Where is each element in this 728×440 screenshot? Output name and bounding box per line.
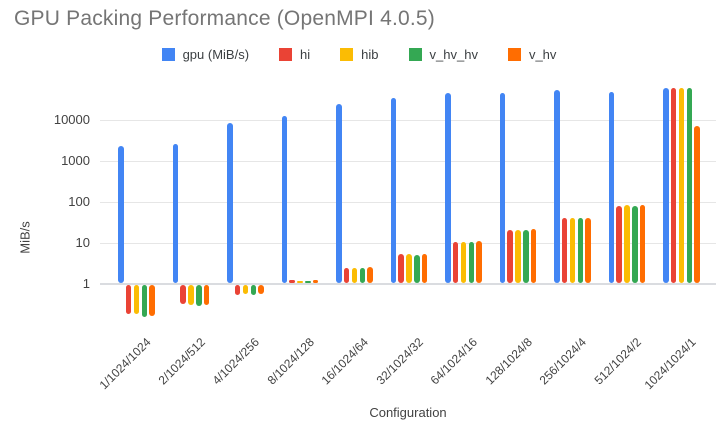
bar-hib[interactable] [133, 285, 140, 314]
x-tick-label: 128/1024/8 [482, 335, 535, 388]
chart-title: GPU Packing Performance (OpenMPI 4.0.5) [14, 7, 435, 30]
bar-v-hv[interactable] [421, 254, 428, 283]
bar-hi[interactable] [616, 205, 622, 283]
legend-label: hi [300, 47, 311, 62]
x-tick-label: 4/1024/256 [210, 335, 263, 388]
bar-v-hv[interactable] [258, 285, 264, 295]
bar-v-hv[interactable] [585, 217, 591, 283]
bar-hi[interactable] [398, 253, 404, 283]
bar-v-hv-hv[interactable] [305, 280, 311, 283]
y-axis-title: MiB/s [17, 221, 33, 254]
x-tick-label: 8/1024/128 [264, 335, 317, 388]
bar-hi[interactable] [507, 229, 513, 283]
gridline [100, 283, 716, 285]
x-tick-label: 64/1024/16 [428, 335, 481, 388]
gridline [100, 161, 716, 162]
y-tick-label: 10000 [53, 112, 90, 127]
bar-gpu-mib-s-[interactable] [554, 90, 560, 283]
legend-swatch [161, 48, 175, 61]
gridline [100, 243, 716, 244]
bar-gpu-mib-s-[interactable] [445, 93, 451, 283]
bar-hib[interactable] [569, 217, 576, 283]
x-tick-label: 32/1024/32 [373, 335, 426, 388]
bar-gpu-mib-s-[interactable] [608, 91, 615, 283]
bar-v-hv-hv[interactable] [632, 205, 638, 283]
bar-hib[interactable] [351, 268, 358, 283]
bar-gpu-mib-s-[interactable] [390, 98, 397, 283]
bar-v-hv[interactable] [312, 279, 319, 283]
legend-item-v-hv[interactable]: v_hv [507, 47, 557, 62]
y-tick-label: 1 [82, 276, 90, 291]
legend-item-hib[interactable]: hib [340, 47, 379, 62]
bar-hib[interactable] [460, 242, 467, 283]
bar-hi[interactable] [561, 218, 568, 283]
bar-gpu-mib-s-[interactable] [663, 88, 669, 283]
bar-hi[interactable] [234, 285, 241, 295]
bar-gpu-mib-s-[interactable] [336, 104, 342, 283]
bar-hi[interactable] [180, 285, 186, 305]
bar-v-hv-hv[interactable] [141, 285, 148, 317]
legend-swatch [408, 48, 422, 61]
bar-v-hv-hv[interactable] [196, 285, 202, 306]
bar-gpu-mib-s-[interactable] [499, 92, 506, 283]
legend-label: v_hv [528, 47, 557, 62]
bar-v-hv-hv[interactable] [359, 268, 366, 283]
bar-v-hv[interactable] [530, 228, 537, 283]
bar-hib[interactable] [188, 285, 194, 306]
legend-item-hi[interactable]: hi [279, 47, 310, 62]
bar-hib[interactable] [242, 285, 249, 294]
legend: gpu (MiB/s) hi hib v_hv_hv v_hv [0, 47, 718, 62]
bar-v-hv-hv[interactable] [414, 254, 420, 283]
x-tick-label: 512/1024/2 [591, 335, 644, 388]
x-tick-label: 2/1024/512 [155, 335, 208, 388]
bar-gpu-mib-s-[interactable] [281, 115, 288, 283]
bar-hi[interactable] [452, 241, 459, 283]
bar-v-hv-hv[interactable] [686, 87, 693, 283]
y-tick-label: 10 [75, 235, 90, 250]
bar-gpu-mib-s-[interactable] [172, 143, 179, 283]
legend-label: v_hv_hv [429, 47, 478, 62]
legend-item-gpu-mib-s-[interactable]: gpu (MiB/s) [161, 47, 250, 62]
bar-hib[interactable] [678, 88, 685, 283]
legend-label: gpu (MiB/s) [182, 47, 250, 62]
bar-hi[interactable] [125, 285, 132, 314]
x-axis-title: Configuration [369, 405, 447, 420]
bar-hi[interactable] [670, 87, 677, 283]
x-tick-label: 1024/1024/1 [641, 335, 699, 393]
bar-v-hv-hv[interactable] [523, 229, 529, 283]
legend-label: hib [361, 47, 379, 62]
bar-v-hv-hv[interactable] [250, 285, 257, 295]
y-tick-label: 1000 [61, 153, 90, 168]
x-tick-label: 1/1024/1024 [96, 335, 154, 393]
bar-gpu-mib-s-[interactable] [118, 145, 124, 283]
gridline [100, 120, 716, 121]
gridline [100, 202, 716, 203]
bar-v-hv-hv[interactable] [577, 217, 584, 283]
bar-v-hv[interactable] [149, 285, 155, 316]
bar-hib[interactable] [624, 205, 630, 283]
bar-hib[interactable] [515, 229, 521, 283]
legend-swatch [340, 48, 354, 61]
bar-v-hv-hv[interactable] [468, 242, 475, 283]
legend-item-v-hv-hv[interactable]: v_hv_hv [408, 47, 478, 62]
bar-hib[interactable] [297, 280, 303, 283]
bar-gpu-mib-s-[interactable] [227, 123, 233, 283]
bar-v-hv[interactable] [367, 267, 373, 283]
legend-swatch [279, 48, 293, 61]
y-tick-label: 100 [68, 194, 90, 209]
bar-v-hv[interactable] [694, 125, 700, 283]
bar-hi[interactable] [289, 279, 295, 283]
x-tick-label: 256/1024/4 [537, 335, 590, 388]
bar-hib[interactable] [406, 254, 412, 283]
bar-hi[interactable] [343, 268, 350, 283]
bar-v-hv[interactable] [476, 241, 482, 283]
bar-v-hv[interactable] [203, 285, 210, 306]
x-tick-label: 16/1024/64 [319, 335, 372, 388]
bar-v-hv[interactable] [639, 205, 646, 283]
legend-swatch [507, 48, 521, 61]
